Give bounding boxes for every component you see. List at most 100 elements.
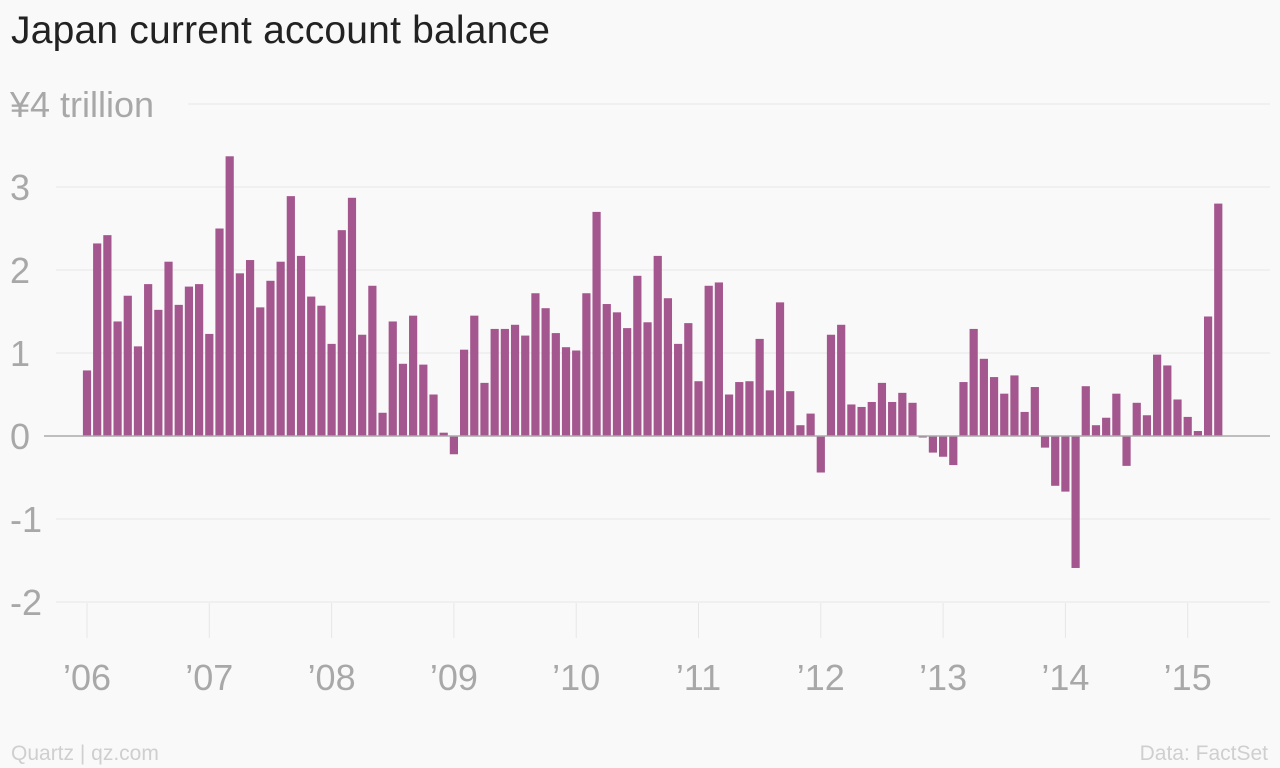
bar [449, 436, 458, 455]
bar [989, 377, 999, 436]
bar [266, 280, 275, 436]
bar [663, 298, 673, 436]
bar [368, 285, 377, 436]
x-tick-label: ’10 [552, 657, 600, 698]
bar [755, 338, 764, 436]
bar [256, 307, 265, 436]
bar [317, 305, 326, 436]
bar [1142, 415, 1152, 436]
bar [82, 370, 92, 436]
bar [154, 309, 163, 436]
bar [205, 333, 214, 436]
bar [133, 346, 143, 436]
y-tick-label: 2 [10, 250, 30, 291]
bar [816, 436, 825, 473]
bar [684, 323, 693, 436]
bar [1061, 436, 1070, 492]
bar [1102, 417, 1111, 436]
bar [480, 382, 489, 436]
bar [1040, 436, 1050, 448]
bar [307, 296, 316, 436]
bar [1203, 316, 1213, 436]
bar [572, 350, 581, 436]
y-tick-label: ¥4 trillion [9, 84, 154, 125]
x-tick-label: ’07 [185, 657, 233, 698]
bar [623, 328, 632, 436]
bar [470, 315, 479, 436]
bar [347, 197, 357, 436]
bar [602, 304, 611, 436]
y-tick-label: -2 [10, 582, 42, 623]
bar [714, 282, 723, 436]
x-tick-label: ’15 [1164, 657, 1212, 698]
bar [378, 412, 387, 436]
bar [439, 432, 448, 436]
bar [1010, 375, 1019, 436]
bar [704, 285, 713, 436]
bar [419, 364, 428, 436]
label-layer: ¥4 trillion 3 2 1 0 -1 -2 ’06 ’07 ’08 ’09 ’10 ’11 ’12… [9, 84, 1212, 698]
bar [745, 381, 754, 436]
bar [123, 295, 132, 436]
bar [786, 391, 795, 436]
bar [276, 261, 285, 436]
bar [164, 261, 173, 436]
x-tick-label: ’06 [63, 657, 111, 698]
x-tick-label: ’14 [1041, 657, 1089, 698]
bar [724, 394, 734, 436]
bar [867, 401, 876, 436]
bar [1163, 365, 1172, 436]
bar [459, 349, 469, 436]
bar [358, 334, 367, 436]
bar [1000, 393, 1009, 436]
bar [388, 321, 397, 436]
bar [837, 324, 846, 436]
bar [235, 273, 244, 436]
bar [103, 235, 112, 436]
bar [551, 333, 560, 436]
x-tick-label: ’13 [919, 657, 967, 698]
bar [826, 334, 836, 436]
bar [541, 308, 550, 436]
bar [1112, 393, 1121, 436]
bar [1071, 436, 1080, 568]
bar [113, 321, 122, 436]
bar [184, 286, 194, 436]
bar [979, 358, 988, 436]
bar [286, 196, 295, 436]
bar [1153, 354, 1162, 436]
bar [643, 322, 652, 436]
bar [612, 312, 622, 436]
bar [409, 315, 418, 436]
bar [327, 343, 336, 436]
bar [195, 284, 204, 436]
axis-layer [44, 435, 1270, 638]
bar [592, 211, 601, 436]
bar [1173, 399, 1182, 436]
bar [898, 392, 907, 436]
x-tick-label: ’08 [308, 657, 356, 698]
y-tick-label: 0 [10, 416, 30, 457]
bar [857, 406, 866, 436]
bar [908, 402, 917, 436]
x-tick-label: ’12 [797, 657, 845, 698]
bar [806, 413, 815, 436]
bar [429, 394, 438, 436]
bar [582, 293, 591, 436]
x-tick-label: ’09 [430, 657, 478, 698]
bar [561, 347, 571, 436]
bar [337, 230, 346, 436]
bar [296, 255, 306, 436]
bar [735, 382, 744, 436]
bar [93, 243, 102, 436]
footer-source-left: Quartz | qz.com [11, 742, 159, 765]
bar [531, 293, 540, 436]
bar [949, 436, 958, 466]
chart-title: Japan current account balance [11, 9, 551, 52]
bar [959, 382, 968, 436]
bar [1214, 203, 1223, 436]
x-tick-label: ’11 [676, 657, 721, 698]
bar [1132, 402, 1141, 436]
y-tick-label: 1 [10, 333, 30, 374]
